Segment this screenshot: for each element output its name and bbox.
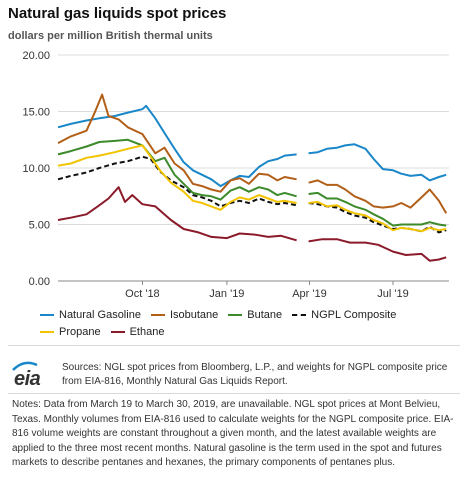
y-tick-label: 10.00 <box>22 163 50 175</box>
eia-logo-arc <box>12 361 38 371</box>
series-line-isobutane <box>57 93 297 193</box>
divider <box>8 393 460 394</box>
y-tick-label: 20.00 <box>22 50 50 62</box>
legend-item-natural-gasoline: Natural Gasoline <box>40 309 141 321</box>
x-axis: Oct '18 Jan '19 Apr '19 Jul '19 <box>125 281 409 300</box>
chart-title: Natural gas liquids spot prices <box>8 5 227 22</box>
legend-item-propane: Propane <box>40 326 101 338</box>
x-tick-label: Apr '19 <box>292 288 327 300</box>
series-lines <box>57 93 448 262</box>
y-tick-label: 0.00 <box>29 276 50 288</box>
chart-subtitle: dollars per million British thermal unit… <box>8 30 213 42</box>
legend: Natural Gasoline Isobutane Butane NGPL C… <box>40 306 460 340</box>
line-chart: 0.00 5.00 10.00 15.00 20.00 Oct '18 Jan '19 Ap… <box>22 50 449 300</box>
legend-item-isobutane: Isobutane <box>150 309 218 321</box>
legend-item-butane: Butane <box>228 309 282 321</box>
legend-item-ngpl-composite: NGPL Composite <box>292 309 396 321</box>
series-line-butane <box>308 191 447 227</box>
grid-lines <box>58 54 449 282</box>
eia-logo: eia <box>14 368 41 390</box>
x-tick-label: Jul '19 <box>377 288 408 300</box>
sources-text: Sources: NGL spot prices from Bloomberg,… <box>62 362 448 387</box>
x-tick-label: Jan '19 <box>209 288 244 300</box>
series-line-natural-gasoline <box>308 143 447 182</box>
series-line-propane <box>57 144 297 211</box>
series-line-ethane <box>308 238 447 262</box>
series-line-ethane <box>57 186 297 242</box>
divider <box>8 345 460 346</box>
series-line-ngpl-composite <box>57 155 297 208</box>
legend-item-ethane: Ethane <box>110 326 164 338</box>
y-tick-label: 15.00 <box>22 107 50 119</box>
y-axis: 0.00 5.00 10.00 15.00 20.00 <box>22 50 50 288</box>
series-line-propane <box>308 200 447 233</box>
series-line-isobutane <box>308 179 448 214</box>
x-tick-label: Oct '18 <box>125 288 160 300</box>
series-line-butane <box>57 138 297 201</box>
notes-text: Notes: Data from March 19 to March 30, 2… <box>12 399 454 468</box>
y-tick-label: 5.00 <box>29 220 50 232</box>
